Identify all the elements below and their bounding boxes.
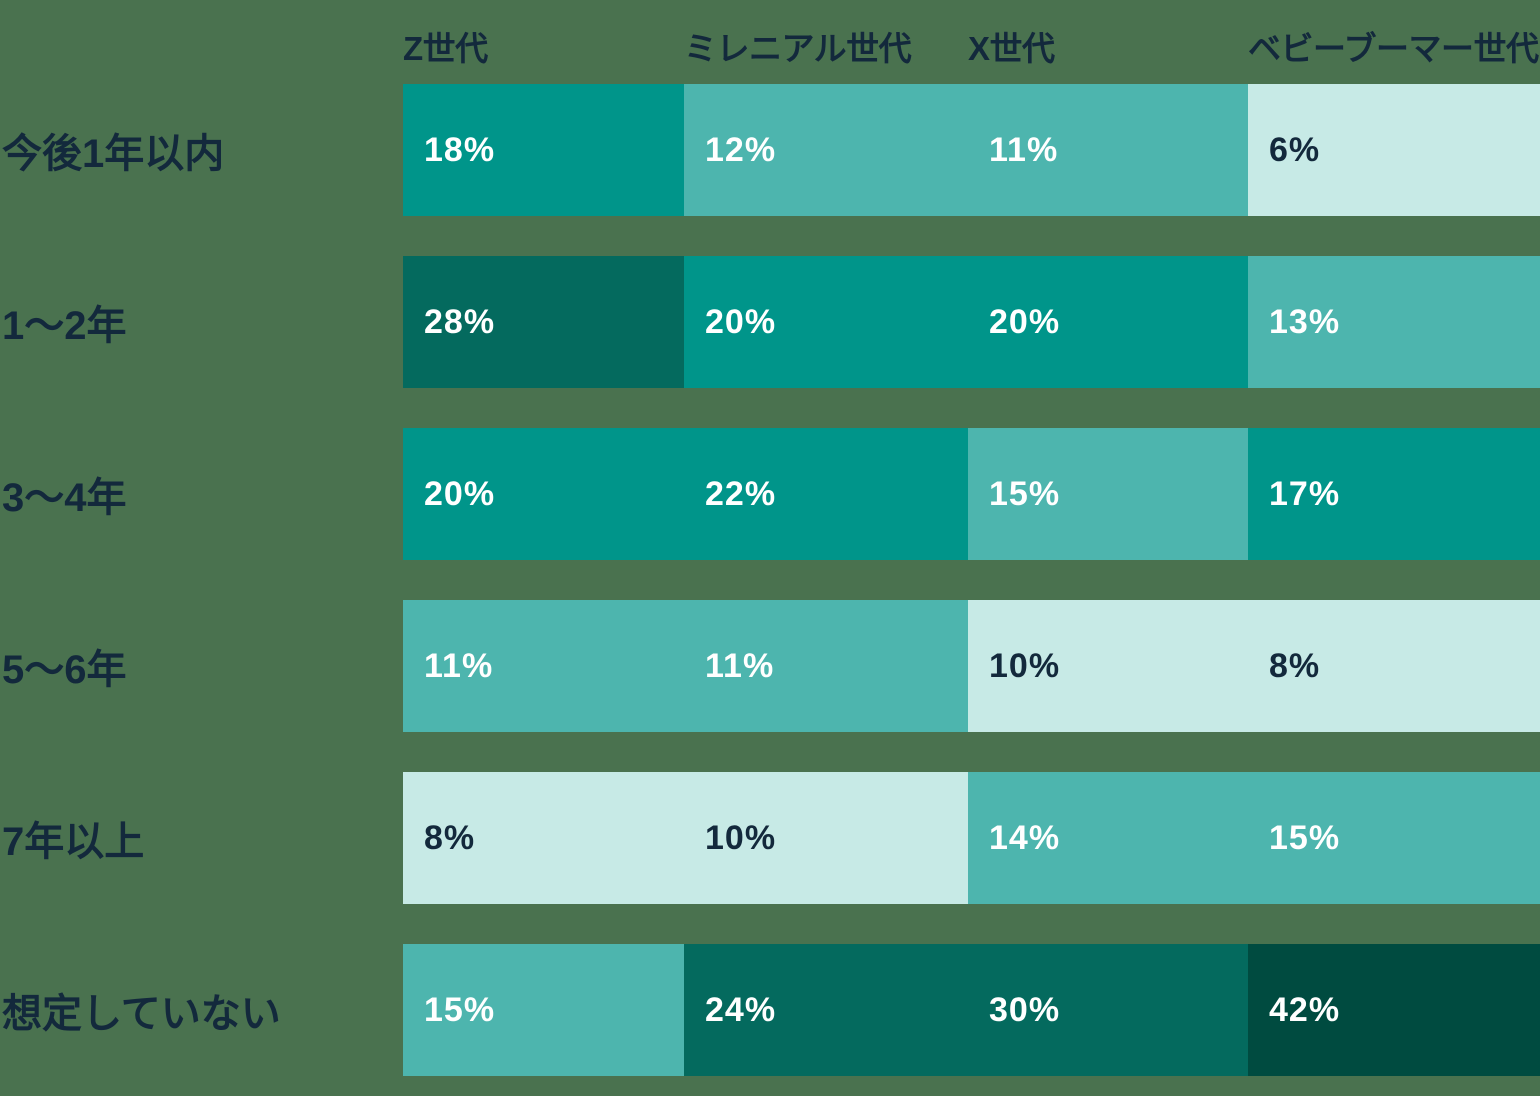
cell-value: 20% [989, 302, 1061, 341]
cell-value: 12% [705, 130, 777, 169]
heatmap-cell: 30% [968, 944, 1248, 1076]
heatmap-cell: 8% [1248, 600, 1540, 732]
column-header: ミレニアル世代 [684, 30, 912, 67]
cell-value: 10% [989, 646, 1061, 685]
cell-value: 22% [705, 474, 777, 513]
cell-value: 42% [1269, 990, 1341, 1029]
cell-value: 30% [989, 990, 1061, 1029]
heatmap-cell: 28% [403, 256, 684, 388]
cell-value: 8% [1269, 646, 1321, 685]
column-header: ベビーブーマー世代 [1248, 30, 1539, 67]
heatmap-cell: 20% [968, 256, 1248, 388]
cell-value: 24% [705, 990, 777, 1029]
heatmap-cell: 20% [684, 256, 968, 388]
column-header: Z世代 [403, 30, 488, 67]
cell-value: 11% [424, 646, 494, 685]
cell-value: 15% [989, 474, 1061, 513]
cell-value: 20% [424, 474, 496, 513]
cell-value: 14% [989, 818, 1061, 857]
heatmap-cell: 11% [968, 84, 1248, 216]
heatmap-cell: 11% [684, 600, 968, 732]
heatmap-cell: 8% [403, 772, 684, 904]
heatmap-cell: 15% [403, 944, 684, 1076]
row-label: 7年以上 [2, 820, 145, 864]
heatmap-cell: 24% [684, 944, 968, 1076]
cell-value: 20% [705, 302, 777, 341]
cell-value: 11% [705, 646, 775, 685]
heatmap-cell: 18% [403, 84, 684, 216]
cell-value: 15% [1269, 818, 1341, 857]
heatmap-cell: 14% [968, 772, 1248, 904]
heatmap-cell: 15% [968, 428, 1248, 560]
cell-value: 28% [424, 302, 496, 341]
heatmap-cell: 10% [684, 772, 968, 904]
heatmap-cell: 6% [1248, 84, 1540, 216]
heatmap-cell: 20% [403, 428, 684, 560]
heatmap-cell: 42% [1248, 944, 1540, 1076]
cell-value: 6% [1269, 130, 1321, 169]
heatmap-cell: 17% [1248, 428, 1540, 560]
cell-value: 15% [424, 990, 496, 1029]
heatmap-cell: 12% [684, 84, 968, 216]
heatmap-cell: 22% [684, 428, 968, 560]
cell-value: 17% [1269, 474, 1341, 513]
cell-value: 18% [424, 130, 496, 169]
cell-value: 13% [1269, 302, 1341, 341]
column-header: X世代 [968, 30, 1055, 67]
cell-value: 8% [424, 818, 476, 857]
cell-value: 10% [705, 818, 777, 857]
heatmap-cell: 13% [1248, 256, 1540, 388]
row-label: 5〜6年 [2, 648, 127, 692]
heatmap-cell: 10% [968, 600, 1248, 732]
heatmap-cell: 11% [403, 600, 684, 732]
heatmap-cell: 15% [1248, 772, 1540, 904]
row-label: 想定していない [2, 992, 281, 1036]
row-label: 3〜4年 [2, 476, 127, 520]
row-label: 今後1年以内 [2, 132, 225, 176]
cell-value: 11% [989, 130, 1059, 169]
row-label: 1〜2年 [2, 304, 127, 348]
